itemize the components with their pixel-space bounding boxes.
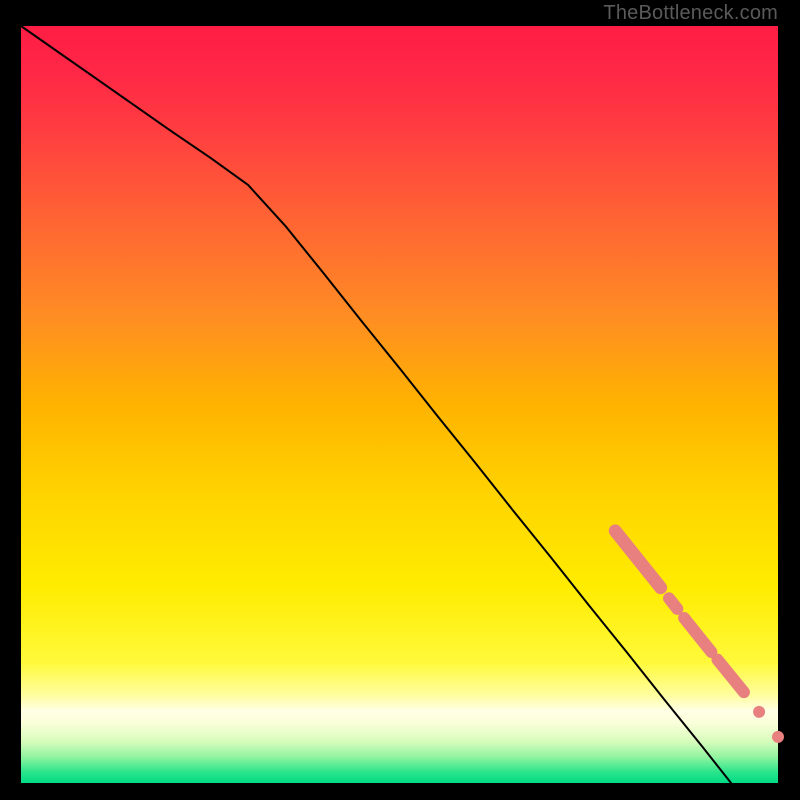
plot-background	[21, 26, 778, 783]
marker-dot	[753, 706, 765, 718]
marker-dot	[772, 731, 784, 743]
watermark-text: TheBottleneck.com	[603, 2, 778, 25]
marker-run	[669, 598, 677, 609]
chart-plot	[0, 0, 800, 800]
chart-stage: TheBottleneck.com	[0, 0, 800, 800]
